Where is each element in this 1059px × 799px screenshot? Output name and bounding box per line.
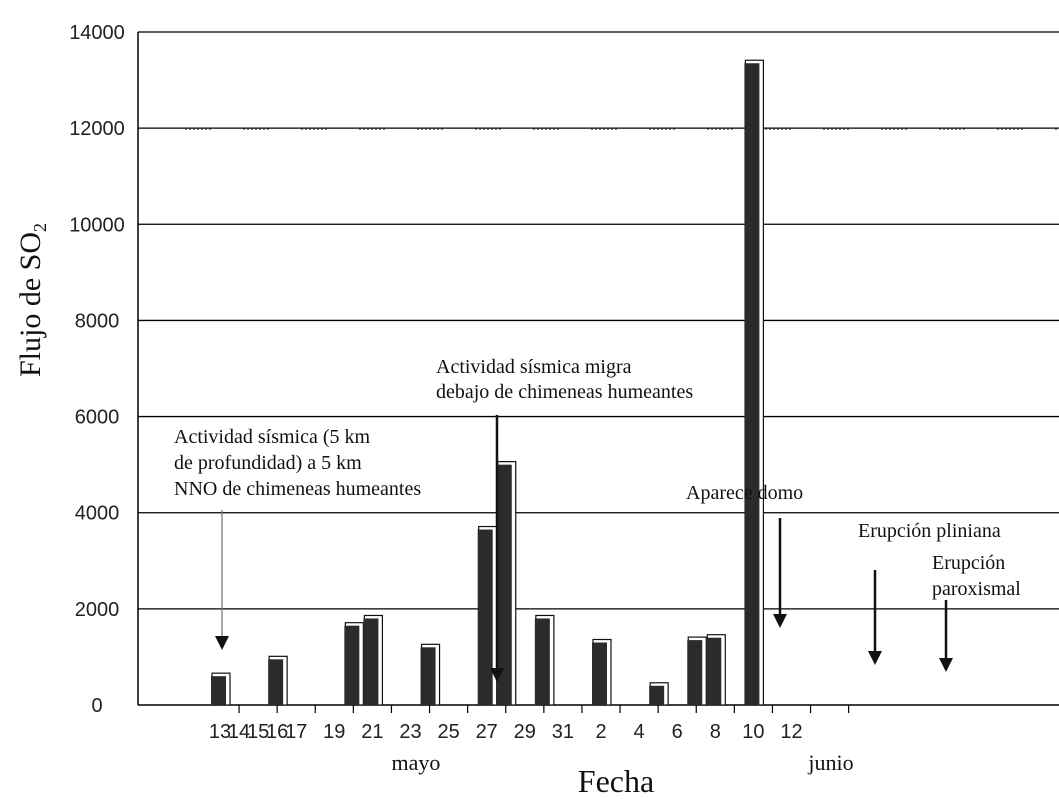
x-axis-label: Fecha xyxy=(578,763,654,799)
y-tick-labels: 0 2000 4000 6000 8000 10000 12000 14000 xyxy=(69,22,125,717)
x-tick-label: 16 xyxy=(266,721,288,743)
bar xyxy=(534,618,550,705)
y-tick-label: 12000 xyxy=(69,118,125,140)
annotation-text: Actividad sísmica migra debajo de chimene… xyxy=(436,356,693,403)
x-tick-label: 31 xyxy=(552,721,574,743)
x-tick-label: 8 xyxy=(710,721,721,743)
x-tick-label: 23 xyxy=(399,721,421,743)
x-tick-label: 29 xyxy=(514,721,536,743)
bar xyxy=(211,676,226,705)
annotation-text: Erupción paroxismal xyxy=(932,552,1021,600)
x-tick-label: 6 xyxy=(672,721,683,743)
bar xyxy=(344,625,360,705)
annotation-text: Aparece domo xyxy=(686,482,803,504)
x-tick-label: 12 xyxy=(780,721,802,743)
y-tick-label: 6000 xyxy=(75,407,120,429)
bar xyxy=(744,63,760,705)
x-tick-label: 21 xyxy=(361,721,383,743)
arrow-down-icon xyxy=(490,668,504,682)
x-tick-label: 25 xyxy=(437,721,459,743)
bar xyxy=(268,659,284,705)
bar xyxy=(363,618,379,705)
x-tick-label: 15 xyxy=(247,721,269,743)
x-tick-labels: 13 15 17 19 21 23 25 27 29 31 2 4 6 8 10 12 14 16 xyxy=(209,705,850,743)
bar xyxy=(706,637,722,705)
x-tick-label: 2 xyxy=(595,721,606,743)
bar xyxy=(496,464,512,705)
x-tick-label: 19 xyxy=(323,721,345,743)
annotations: Actividad sísmica (5 km de profundidad) a… xyxy=(174,356,1021,682)
arrow-down-icon xyxy=(773,614,787,628)
y-tick-label: 8000 xyxy=(75,310,120,332)
bar xyxy=(649,685,665,705)
x-tick-label: 14 xyxy=(228,721,250,743)
annotation-text: Actividad sísmica (5 km de profundidad) a… xyxy=(174,426,421,500)
arrow-down-icon xyxy=(215,636,229,650)
bar xyxy=(420,647,436,705)
x-tick-label: 17 xyxy=(285,721,307,743)
bar xyxy=(592,642,607,705)
arrow-down-icon xyxy=(939,658,953,672)
y-tick-label: 4000 xyxy=(75,503,120,525)
x-tick-label: 13 xyxy=(209,721,231,743)
month-label-junio: junio xyxy=(807,750,853,775)
bar xyxy=(477,529,493,705)
x-tick-label: 27 xyxy=(476,721,498,743)
arrow-down-icon xyxy=(868,651,882,665)
y-tick-label: 14000 xyxy=(69,22,125,44)
y-tick-label: 0 xyxy=(91,695,102,717)
bars xyxy=(211,59,765,706)
y-tick-label: 2000 xyxy=(75,599,120,621)
annotation-text: Erupción pliniana xyxy=(858,520,1001,542)
y-tick-label: 10000 xyxy=(69,214,125,236)
y-axis-label: Flujo de SO2 xyxy=(14,223,50,377)
x-tick-label: 4 xyxy=(634,721,645,743)
x-tick-label: 10 xyxy=(742,721,764,743)
month-label-mayo: mayo xyxy=(392,750,441,775)
bar xyxy=(687,640,703,705)
